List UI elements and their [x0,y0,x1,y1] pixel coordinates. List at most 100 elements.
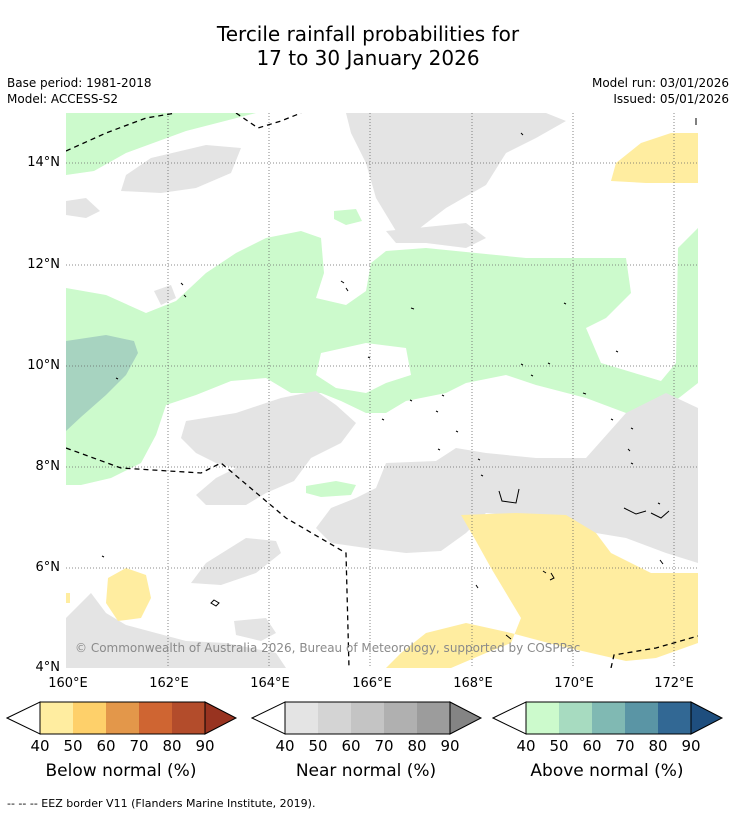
legend-below-arrow-low [6,701,41,735]
legend-above-swatch [658,702,691,734]
eez-border-mid [66,447,350,668]
above-region-hole [316,343,411,393]
legend-below-swatch [172,702,205,734]
legend-below-swatch [40,702,73,734]
legend-above-swatches [526,702,691,734]
near-region-sw-1 [191,538,281,585]
legend-below-title: Below normal (%) [45,761,197,781]
map-title-line1: Tercile rainfall probabilities for [216,22,520,46]
legend-below-swatch [106,702,139,734]
legend-near-swatch [417,702,450,734]
legend-near-swatch [384,702,417,734]
legend-near-arrow-low [251,701,286,735]
eez-border-north-2 [235,113,302,129]
legend-above-tick: 80 [648,737,668,755]
legend-above-arrow-low [492,701,527,735]
meta-left: Base period: 1981-2018 Model: ACCESS-S2 [7,75,152,107]
lat-label-4n: 4°N [35,660,61,675]
below-region-west-edge [66,593,70,603]
legend-above-tick: 50 [549,737,569,755]
lon-label-160e: 160°E [48,676,88,691]
legend-near-title: Near normal (%) [295,761,437,781]
legend-above-swatch [592,702,625,734]
legend-near-swatch [318,702,351,734]
eez-border-north [66,113,177,152]
lat-label-14n: 14°N [27,155,60,170]
legend-above-tick: 70 [615,737,635,755]
map-canvas [66,113,698,668]
above-region-south [306,481,356,497]
above-normal-regions [66,113,698,497]
near-region-sw-2 [66,593,286,668]
lon-label-166e: 166°E [352,676,392,691]
near-region-east [316,393,698,563]
legend-near-tick: 60 [341,737,361,755]
map-title: Tercile rainfall probabilities for 17 to… [0,22,736,70]
lon-label-164e: 164°E [250,676,290,691]
legend-above-colorbar [492,701,724,735]
below-region-west [106,568,151,621]
legend-near-swatches [285,702,450,734]
near-region-islet-3 [190,423,234,441]
near-region-north [346,113,566,231]
legend-near-colorbar [251,701,483,735]
lon-label-170e: 170°E [554,676,594,691]
map-panel [66,113,698,668]
legend-near-tick: 90 [440,737,460,755]
legend-below-tick: 50 [63,737,83,755]
legend-near-swatch [449,701,483,735]
eez-footnote: -- -- -- EEZ border V11 (Flanders Marine… [7,797,316,810]
near-region-north-2 [121,145,241,193]
legend-above-swatch [526,702,559,734]
below-region-south-edge [518,571,576,609]
lat-label-6n: 6°N [35,560,61,575]
legend-above-swatch [559,702,592,734]
near-region-west-islet [66,198,100,218]
map-title-line2: 17 to 30 January 2026 [256,46,480,70]
copyright-notice: © Commonwealth of Australia 2026, Bureau… [75,641,581,655]
lat-label-12n: 12°N [27,257,60,272]
legend-below-tick: 60 [96,737,116,755]
model-run: Model run: 03/01/2026 [591,76,729,90]
legend-above-swatch [625,702,658,734]
lat-label-10n: 10°N [27,358,60,373]
legend-below-colorbar [6,701,238,735]
meta-right: Model run: 03/01/2026 Issued: 05/01/2026 [592,75,729,107]
lon-label-172e: 172°E [654,676,694,691]
legend-below-tick: 90 [195,737,215,755]
near-region-sw-3 [234,618,276,641]
legend-near-tick: 70 [374,737,394,755]
model-name: Model: ACCESS-S2 [7,92,119,106]
island-outlines [101,118,697,640]
gridlines [66,113,698,668]
near-region-north-3 [386,223,486,248]
lat-label-8n: 8°N [35,459,61,474]
below-normal-regions [66,133,698,668]
above-region-small-islet [334,209,362,225]
legend-below-tick: 80 [162,737,182,755]
above-region-50pct [66,335,138,431]
legend-near-tick: 40 [275,737,295,755]
near-region-central [181,391,356,505]
legend-above-title: Above normal (%) [530,761,684,781]
legend-above-tick: 40 [516,737,536,755]
legend-near-tick: 80 [407,737,427,755]
legend-below-swatch [204,701,238,735]
legend-above-tick: 90 [681,737,701,755]
legend-near-tick: 50 [308,737,328,755]
legend-below-tick: 70 [129,737,149,755]
legend-above-swatch [690,701,724,735]
legend-above-tick: 60 [582,737,602,755]
legend-below-swatch [73,702,106,734]
eez-borders [66,113,698,668]
near-region-islet-2 [154,285,176,305]
issued-date: Issued: 05/01/2026 [613,92,729,106]
legend-below-swatch [139,702,172,734]
near-normal-regions [66,113,698,668]
lon-label-162e: 162°E [149,676,189,691]
below-region-ne [611,133,698,183]
above-region-nw [66,113,256,175]
legend-below-tick: 40 [30,737,50,755]
legend-near-swatch [351,702,384,734]
lon-label-168e: 168°E [453,676,493,691]
